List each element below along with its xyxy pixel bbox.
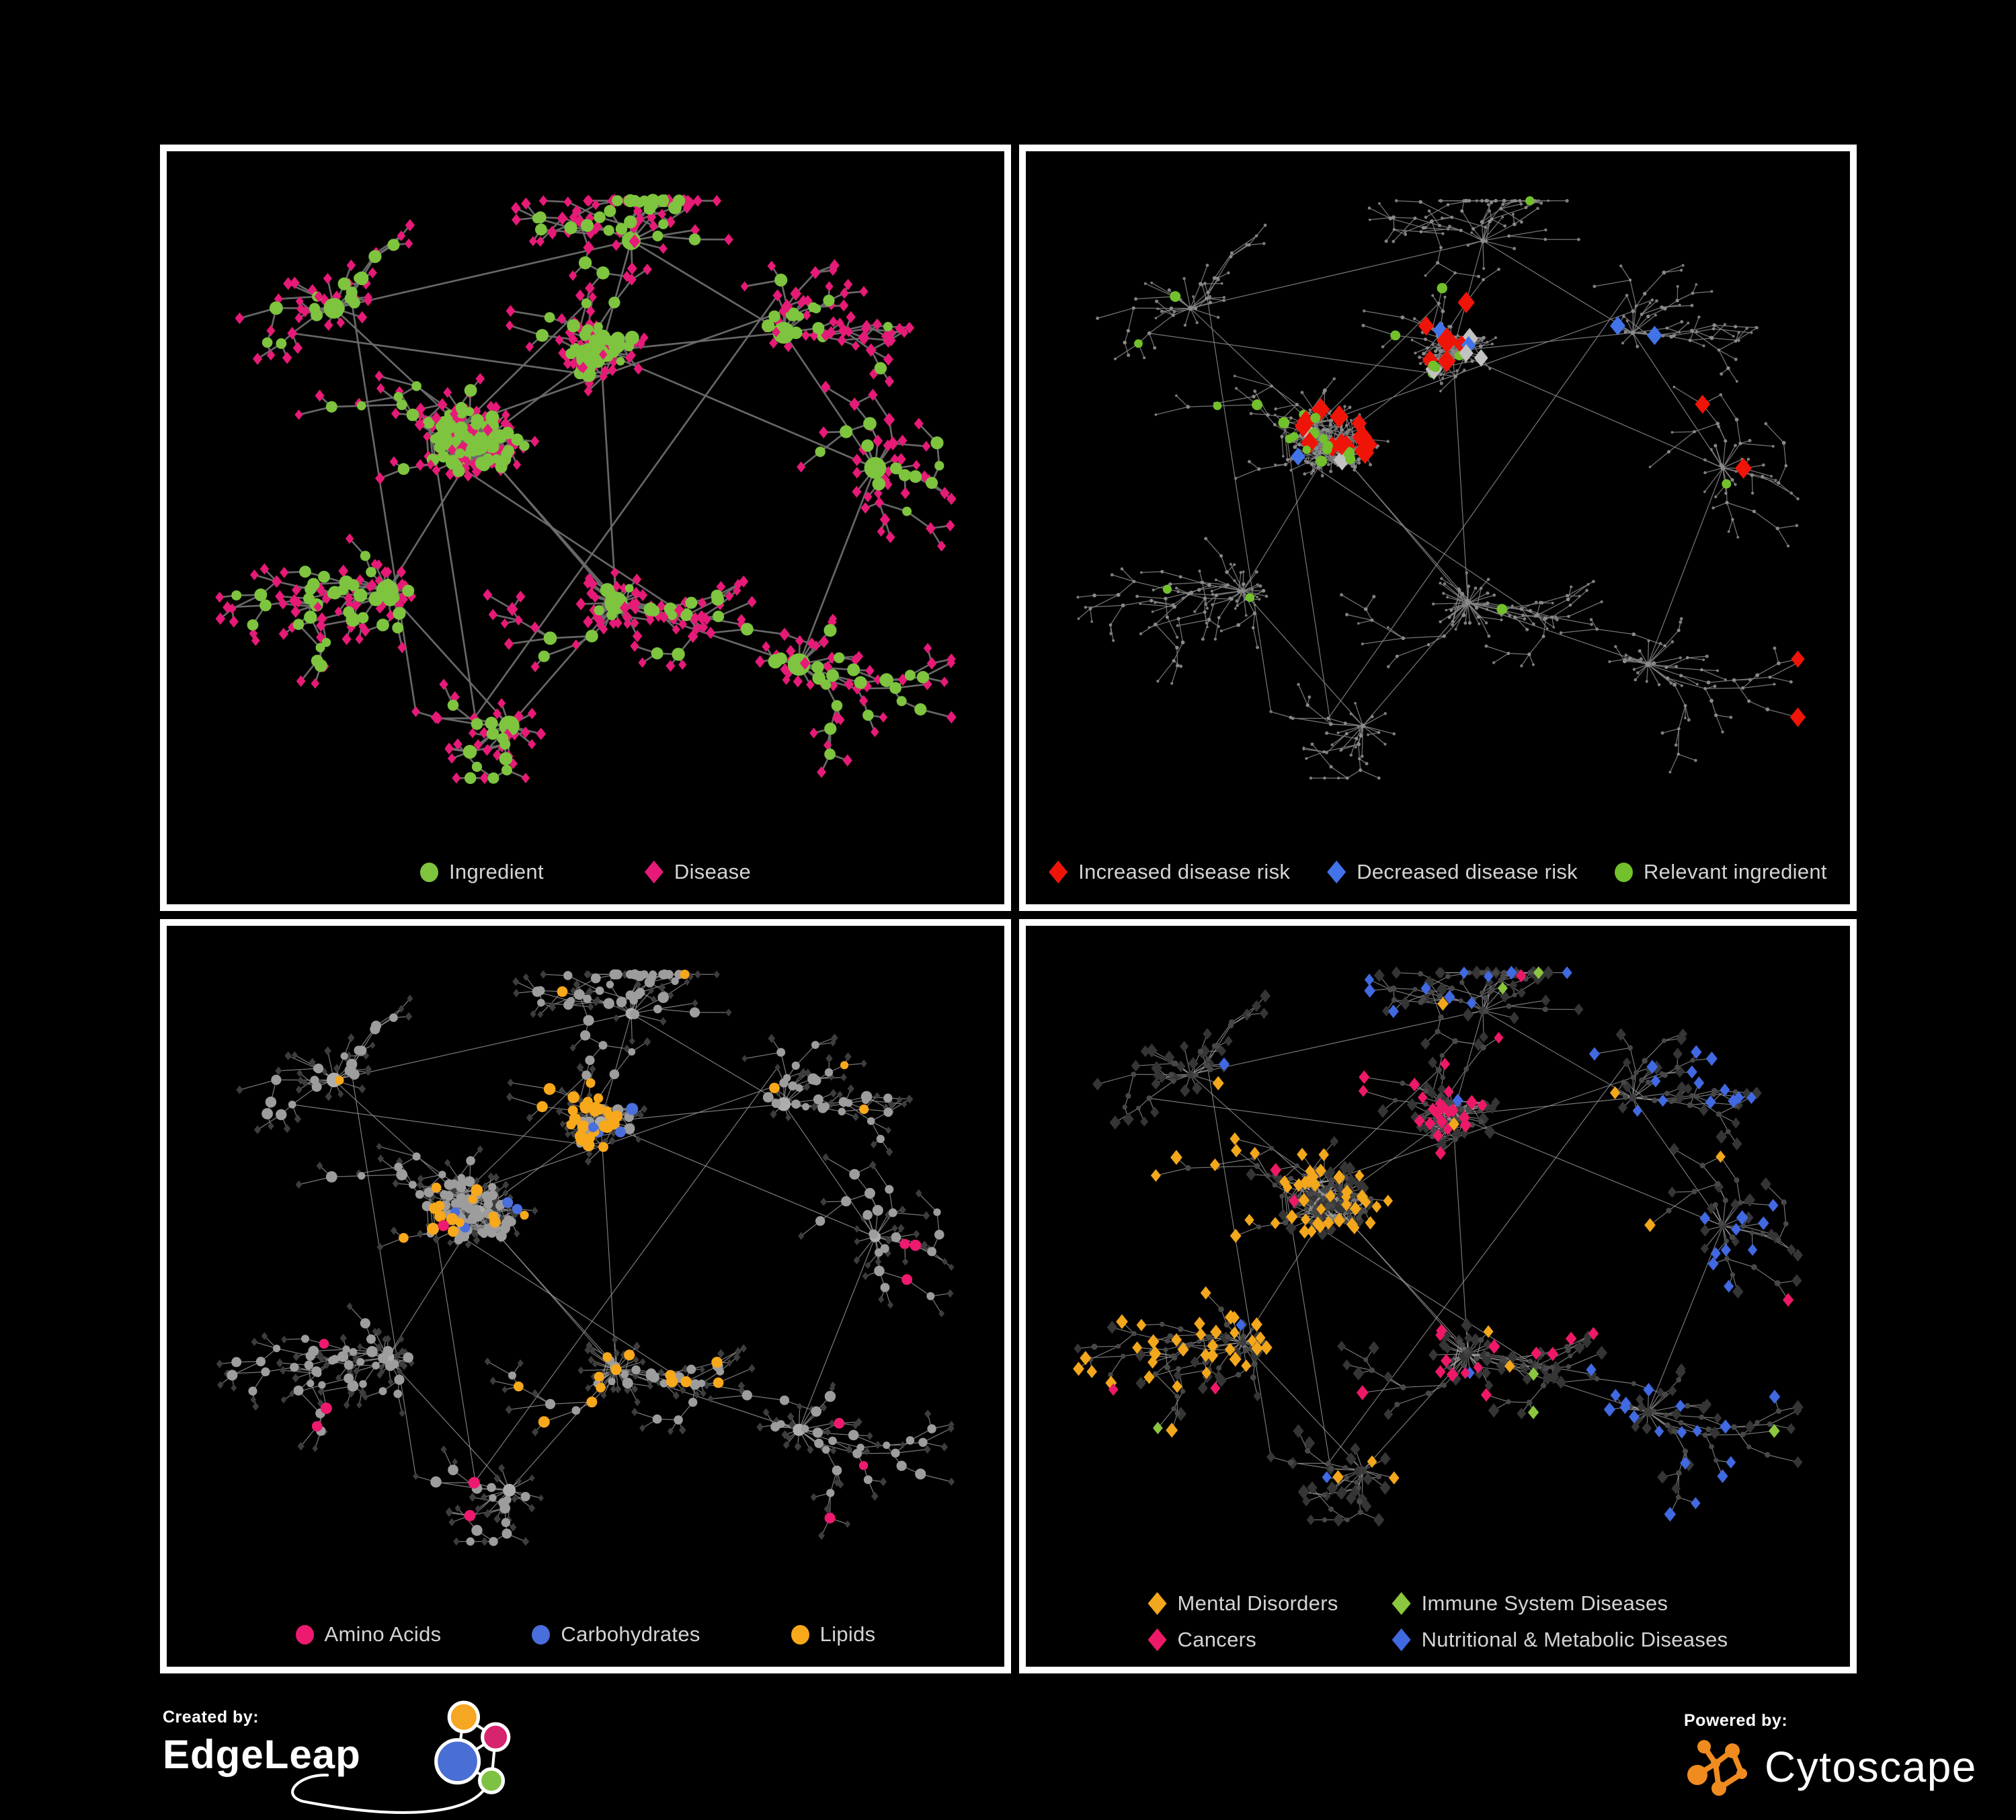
legend-item-disease: Disease: [644, 860, 751, 884]
powered-by-block: Powered by: Cytoscape: [1684, 1711, 1977, 1801]
legend-item-amino-acids: Amino Acids: [295, 1622, 442, 1647]
legend-item-mental-disorders: Mental Disorders: [1147, 1591, 1338, 1616]
disease-risk-network: [1076, 196, 1806, 780]
legend-item-nutritional-metabolic-diseases: Nutritional & Metabolic Diseases: [1392, 1628, 1728, 1652]
cancers-diamond-icon: [1147, 1628, 1167, 1651]
legend-label: Cancers: [1177, 1628, 1257, 1651]
disease-diamond-icon: [644, 861, 663, 883]
carbohydrates-circle-icon: [532, 1624, 551, 1645]
legend-label: Amino Acids: [324, 1622, 442, 1646]
cytoscape-mark-icon: [1687, 1740, 1747, 1796]
legend-item-decreased-risk: Decreased disease risk: [1327, 860, 1578, 884]
legend-item-lipids: Lipids: [791, 1622, 876, 1647]
legend-label: Carbohydrates: [561, 1622, 700, 1646]
legend-label: Disease: [674, 860, 751, 883]
nutrient-classes-legend: Amino Acids Carbohydrates Lipids: [167, 1622, 1004, 1647]
legend-item-immune-system-diseases: Immune System Diseases: [1392, 1591, 1728, 1616]
disease-classes-legend: Mental Disorders Immune System Diseases …: [1026, 1591, 1850, 1652]
cytoscape-wordmark: Cytoscape: [1765, 1743, 1977, 1791]
legend-item-increased-risk: Increased disease risk: [1049, 860, 1290, 884]
powered-by-label: Powered by:: [1684, 1711, 1788, 1730]
immune-system-diseases-diamond-icon: [1392, 1592, 1411, 1615]
legend-item-relevant-ingredient: Relevant ingredient: [1615, 860, 1827, 884]
ingredient-disease-network: [215, 194, 957, 785]
panel-disease-risk: Increased disease risk Decreased disease…: [1019, 145, 1857, 911]
edgeleap-brand-row: EdgeLeap: [163, 1700, 511, 1814]
legend-label: Relevant ingredient: [1644, 860, 1827, 883]
amino-acids-circle-icon: [295, 1624, 314, 1645]
legend-label: Decreased disease risk: [1357, 860, 1578, 883]
disease-classes-network: [1073, 965, 1804, 1527]
nutrient-classes-network: [216, 969, 955, 1546]
increased-risk-diamond-icon: [1049, 861, 1068, 883]
edgeleap-network-mark-icon: [291, 1700, 511, 1814]
decreased-risk-diamond-icon: [1327, 861, 1346, 883]
panel-ingredient-disease: Ingredient Disease: [160, 145, 1011, 911]
legend-label: Ingredient: [449, 860, 544, 883]
edgeleap-wordmark: EdgeLeap: [163, 1732, 361, 1777]
created-by-label: Created by:: [163, 1708, 259, 1727]
panel-nutrient-classes: Amino Acids Carbohydrates Lipids: [160, 919, 1011, 1673]
legend-label: Mental Disorders: [1177, 1591, 1338, 1615]
panel-disease-classes: Mental Disorders Immune System Diseases …: [1019, 919, 1857, 1673]
cytoscape-brand-row: Cytoscape: [1684, 1733, 1977, 1801]
lipids-circle-icon: [791, 1624, 809, 1645]
relevant-ingredient-circle-icon: [1615, 862, 1633, 882]
legend-item-ingredient: Ingredient: [420, 860, 544, 884]
ingredient-disease-legend: Ingredient Disease: [167, 860, 1004, 884]
disease-risk-legend: Increased disease risk Decreased disease…: [1026, 860, 1850, 884]
ingredient-circle-icon: [420, 862, 438, 882]
legend-label: Nutritional & Metabolic Diseases: [1421, 1628, 1728, 1651]
created-by-block: Created by: EdgeLeap: [163, 1700, 511, 1814]
legend-item-cancers: Cancers: [1147, 1628, 1338, 1652]
legend-label: Lipids: [819, 1622, 876, 1646]
legend-item-carbohydrates: Carbohydrates: [532, 1622, 700, 1647]
nutritional-metabolic-diseases-diamond-icon: [1392, 1628, 1411, 1651]
legend-label: Immune System Diseases: [1421, 1591, 1668, 1615]
legend-label: Increased disease risk: [1078, 860, 1291, 883]
mental-disorders-diamond-icon: [1147, 1592, 1167, 1615]
